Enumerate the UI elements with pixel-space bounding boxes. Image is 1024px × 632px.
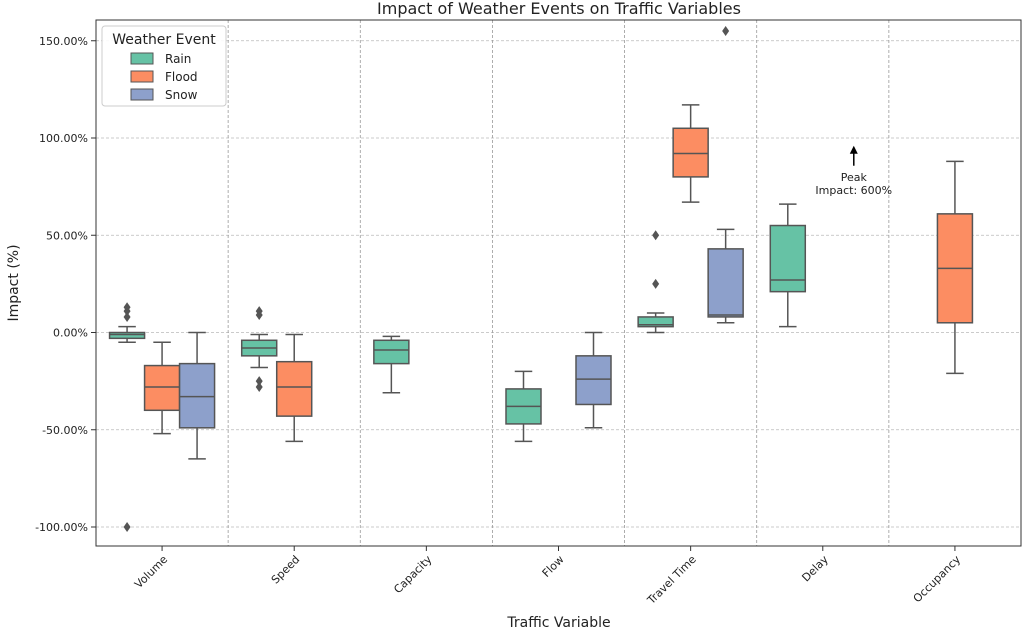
box-iqr	[178, 362, 216, 429]
box-iqr	[575, 355, 612, 406]
box-travel-time-rain	[637, 230, 674, 334]
box-iqr	[672, 127, 709, 178]
outlier-point	[123, 306, 131, 317]
x-tick-label: Capacity	[391, 553, 435, 597]
legend-swatch	[130, 88, 154, 101]
outlier-point	[123, 522, 131, 532]
outlier-point	[255, 381, 263, 392]
box-occupancy-flood	[936, 160, 974, 375]
outlier-point	[255, 309, 263, 320]
annotation-arrow-head	[849, 145, 858, 154]
box-iqr	[108, 331, 146, 340]
box-iqr	[637, 316, 674, 328]
box-flow-rain	[505, 370, 542, 443]
box-iqr	[707, 248, 744, 318]
legend: Weather Event Rain Flood Snow	[101, 25, 227, 107]
chart-title: Impact of Weather Events on Traffic Vari…	[377, 0, 741, 18]
box-iqr	[275, 360, 313, 417]
x-tick-label: Speed	[269, 553, 303, 587]
x-tick-label: Occupancy	[911, 553, 964, 606]
plot-frame	[95, 19, 1022, 547]
annotation-text: Peak	[841, 171, 868, 184]
y-tick-label: -50.00%	[42, 424, 88, 437]
y-tick-label: 0.00%	[53, 327, 88, 340]
outlier-point	[652, 278, 660, 289]
legend-title: Weather Event	[112, 32, 216, 48]
x-axis: Volume Speed Capacity Flow Travel Time Delay O…	[132, 546, 963, 607]
legend-label: Flood	[165, 70, 198, 84]
y-tick-label: -100.00%	[35, 521, 88, 534]
box-speed-flood	[275, 333, 313, 443]
legend-swatch	[130, 70, 154, 83]
legend-label: Snow	[165, 88, 198, 102]
x-tick-label: Travel Time	[644, 553, 699, 608]
box-delay-rain	[769, 203, 807, 328]
legend-entries: Rain Flood Snow	[130, 52, 198, 102]
box-volume-rain	[108, 302, 146, 532]
legend-item-rain: Rain	[130, 52, 191, 66]
box-volume-flood	[143, 341, 181, 435]
box-iqr	[373, 339, 410, 365]
box-flow-snow	[575, 331, 612, 429]
y-tick-label: 100.00%	[39, 132, 88, 145]
y-tick-label: 50.00%	[46, 229, 88, 242]
legend-frame	[101, 25, 227, 107]
y-tick-label: 150.00%	[39, 35, 88, 48]
legend-label: Rain	[165, 52, 191, 66]
legend-item-flood: Flood	[130, 70, 198, 84]
outlier-point	[123, 311, 131, 322]
x-tick-label: Flow	[540, 553, 567, 580]
box-travel-time-flood	[672, 104, 709, 203]
box-iqr	[769, 224, 807, 293]
legend-swatch	[130, 52, 154, 65]
annotation-text: Impact: 600%	[815, 184, 892, 197]
x-axis-label: Traffic Variable	[506, 615, 610, 631]
x-tick-label: Volume	[132, 553, 170, 591]
box-iqr	[143, 364, 181, 412]
outlier-point	[722, 26, 730, 37]
box-capacity-rain	[373, 335, 410, 394]
box-travel-time-snow	[707, 26, 744, 324]
outlier-point	[652, 230, 660, 241]
box-layer	[108, 26, 974, 532]
legend-item-snow: Snow	[130, 88, 198, 102]
box-volume-snow	[178, 331, 216, 460]
grid-layer	[96, 20, 1021, 546]
y-axis-label: Impact (%)	[6, 244, 22, 321]
y-axis: -100.00% -50.00% 0.00% 50.00% 100.00% 150.00%	[35, 35, 96, 534]
x-tick-label: Delay	[799, 553, 831, 585]
box-speed-rain	[240, 306, 278, 392]
outlier-point	[255, 376, 263, 387]
